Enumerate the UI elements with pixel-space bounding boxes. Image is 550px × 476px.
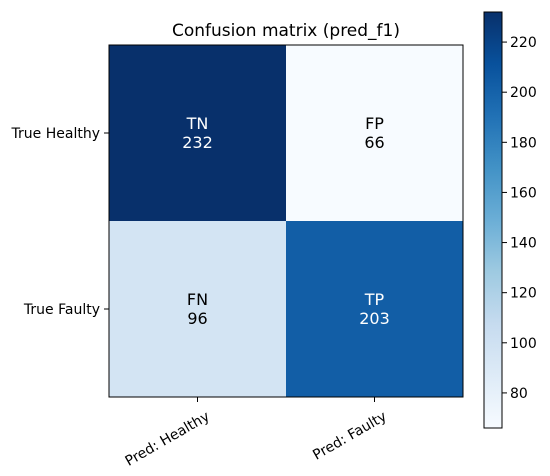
x-tick-label: Pred: Faulty bbox=[310, 409, 389, 464]
colorbar-ticks: 80 100 120 140 160 180 200 220 bbox=[502, 35, 537, 402]
cell-value: 96 bbox=[187, 309, 207, 328]
y-tick-label: True Healthy bbox=[11, 126, 100, 142]
cell-label: TP bbox=[364, 290, 385, 309]
cell-label: FP bbox=[365, 114, 384, 133]
colorbar-tick-label: 120 bbox=[510, 286, 537, 302]
heatmap-cell bbox=[109, 45, 286, 221]
colorbar-tick-label: 140 bbox=[510, 236, 537, 252]
colorbar-tick-label: 100 bbox=[510, 336, 537, 352]
colorbar-tick-label: 80 bbox=[510, 386, 528, 402]
x-tick-label: Pred: Healthy bbox=[123, 409, 213, 470]
plot-frame bbox=[108, 44, 464, 398]
colorbar-tick-label: 220 bbox=[510, 35, 537, 51]
colorbar-tick-label: 180 bbox=[510, 135, 537, 151]
y-axis: True Healthy True Faulty bbox=[11, 126, 109, 318]
colorbar-tick-label: 200 bbox=[510, 85, 537, 101]
chart-title: Confusion matrix (pred_f1) bbox=[172, 21, 400, 41]
cell-value: 66 bbox=[364, 133, 384, 152]
x-axis: Pred: Healthy Pred: Faulty bbox=[123, 397, 390, 470]
cell-value: 203 bbox=[359, 309, 390, 328]
cell-value: 232 bbox=[182, 133, 213, 152]
heatmap-cell bbox=[286, 221, 463, 397]
heatmap-cell bbox=[109, 221, 286, 397]
cell-label: FN bbox=[187, 290, 208, 309]
heatmap-cell bbox=[286, 45, 463, 221]
colorbar-tick-label: 160 bbox=[510, 185, 537, 201]
y-tick-label: True Faulty bbox=[23, 302, 100, 318]
cell-label: TN bbox=[186, 114, 209, 133]
colorbar bbox=[483, 11, 503, 429]
